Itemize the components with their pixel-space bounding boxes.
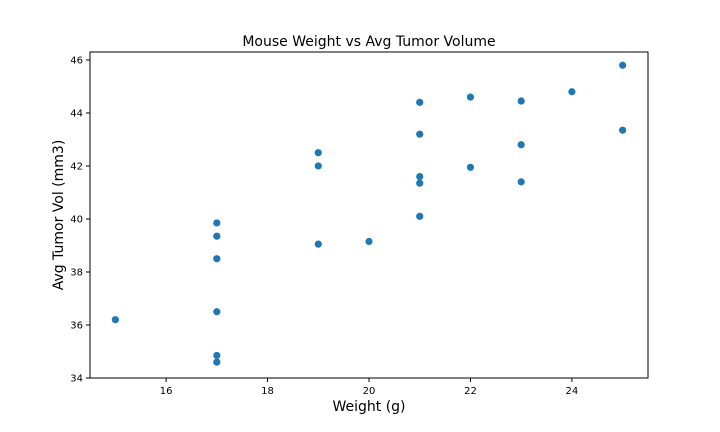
axis-ticks: 16 18 20 22 24 34 36 38 40 42 44 46 — [70, 55, 578, 397]
y-tick-label: 34 — [70, 374, 83, 385]
scatter-point — [213, 232, 221, 240]
scatter-point — [213, 219, 221, 227]
scatter-point — [314, 149, 322, 157]
scatter-point — [416, 98, 424, 106]
x-tick-label: 22 — [464, 386, 477, 397]
scatter-point — [365, 237, 373, 246]
y-tick-label: 36 — [70, 320, 83, 331]
y-tick-label: 44 — [70, 108, 83, 119]
scatter-point — [466, 163, 475, 171]
chart-title: Mouse Weight vs Avg Tumor Volume — [242, 34, 495, 50]
y-tick-label: 42 — [70, 161, 83, 172]
scatter-point — [213, 308, 221, 316]
scatter-point — [213, 351, 221, 360]
y-tick-label: 46 — [70, 55, 83, 66]
scatter-point — [416, 212, 424, 220]
scatter-point — [213, 255, 221, 263]
scatter-point — [517, 141, 525, 149]
scatter-point — [619, 61, 627, 69]
scatter-point — [568, 88, 576, 96]
scatter-point — [517, 97, 525, 105]
scatter-point — [619, 126, 627, 134]
x-tick-label: 18 — [261, 386, 274, 397]
data-points — [111, 61, 627, 366]
x-tick-label: 20 — [363, 386, 376, 397]
scatter-point — [517, 178, 525, 186]
scatter-point — [416, 179, 424, 187]
x-axis-label: Weight (g) — [332, 399, 405, 415]
scatter-point — [111, 316, 119, 324]
scatter-point — [466, 93, 475, 101]
y-axis-label: Avg Tumor Vol (mm3) — [51, 140, 67, 291]
plot-area-frame — [89, 51, 649, 379]
scatter-point — [416, 172, 424, 181]
scatter-point — [314, 162, 322, 170]
y-tick-label: 38 — [70, 267, 83, 278]
x-tick-label: 16 — [160, 386, 173, 397]
scatter-point — [416, 130, 424, 138]
y-tick-label: 40 — [70, 214, 83, 225]
scatter-point — [314, 240, 322, 248]
scatter-point — [213, 358, 221, 366]
x-tick-label: 24 — [566, 386, 579, 397]
